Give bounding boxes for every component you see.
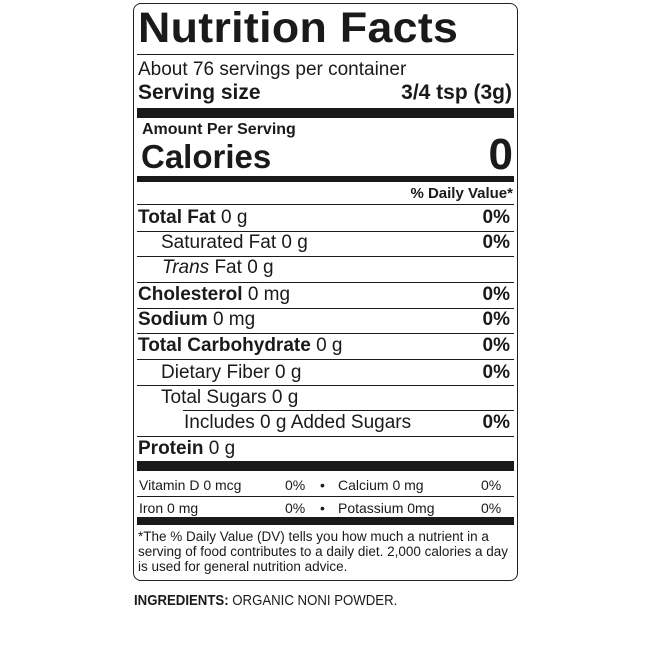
potassium-dv: 0%	[481, 500, 502, 516]
iron: Iron 0 mg	[139, 500, 199, 516]
nutrient-row-added-sugars: Includes 0 g Added Sugars 0%	[184, 412, 510, 434]
nutrient-row-sodium: Sodium 0 mg 0%	[138, 309, 510, 331]
nutrient-name: Cholesterol	[138, 284, 243, 305]
divider	[137, 436, 514, 437]
nutrient-row-total-fat: Total Fat 0 g 0%	[138, 207, 510, 229]
divider	[137, 496, 514, 497]
thick-divider	[137, 517, 514, 525]
servings-per-container: About 76 servings per container	[138, 59, 407, 80]
nutrition-label-box	[133, 3, 518, 581]
nutrient-dv: 0%	[482, 207, 510, 228]
nutrient-name: Includes 0 g Added Sugars	[184, 412, 412, 433]
divider	[137, 359, 514, 360]
serving-size-label: Serving size	[138, 81, 261, 104]
calories-label: Calories	[141, 138, 272, 175]
nutrient-row-protein: Protein 0 g	[138, 438, 510, 460]
nutrient-amount: 0 g	[281, 232, 308, 253]
nutrient-row-total-sugars: Total Sugars 0 g	[161, 387, 510, 409]
divider	[137, 204, 514, 205]
nutrient-dv: 0%	[482, 309, 510, 330]
nutrient-dv: 0%	[482, 362, 510, 383]
label-title: Nutrition Facts	[138, 4, 459, 52]
nutrient-row-trans-fat: Trans Fat 0 g	[162, 257, 510, 279]
calcium: Calcium 0 mg	[338, 477, 424, 493]
divider	[137, 54, 514, 55]
nutrient-row-dietary-fiber: Dietary Fiber 0 g 0%	[161, 362, 510, 384]
iron-dv: 0%	[285, 500, 306, 516]
divider	[137, 256, 514, 257]
nutrient-dv: 0%	[482, 232, 510, 253]
ingredients-text: ORGANIC NONI POWDER.	[228, 592, 398, 609]
thick-divider	[137, 176, 514, 182]
nutrient-dv: 0%	[482, 412, 510, 433]
nutrient-row-saturated-fat: Saturated Fat 0 g 0%	[161, 232, 510, 254]
nutrient-amount: 0 g	[208, 438, 236, 459]
nutrient-name: Total Fat	[138, 207, 216, 228]
nutrient-amount: 0 g	[316, 335, 343, 356]
thick-divider	[137, 108, 514, 118]
divider	[137, 385, 514, 386]
nutrient-name: Saturated Fat	[161, 232, 277, 253]
divider	[137, 282, 514, 283]
nutrient-row-total-carbohydrate: Total Carbohydrate 0 g 0%	[138, 335, 510, 357]
divider	[137, 308, 514, 309]
divider	[137, 333, 514, 334]
ingredients-label: INGREDIENTS:	[134, 592, 229, 609]
amount-per-serving: Amount Per Serving	[142, 121, 296, 138]
nutrient-name-suffix: Fat	[214, 257, 242, 278]
nutrient-name: Total Carbohydrate	[138, 335, 311, 356]
calcium-dv: 0%	[481, 477, 502, 493]
nutrient-amount: 0 g	[247, 257, 274, 278]
nutrient-name: Trans	[162, 257, 210, 278]
serving-size-value: 3/4 tsp (3g)	[401, 81, 512, 104]
nutrient-dv: 0%	[482, 284, 510, 305]
bullet: •	[320, 500, 325, 516]
nutrient-name: Total Sugars	[161, 387, 267, 408]
nutrient-name: Protein	[138, 438, 204, 459]
nutrient-amount: 0 g	[221, 207, 248, 228]
vitamin-d-dv: 0%	[285, 477, 306, 493]
nutrient-amount: 0 g	[271, 387, 299, 408]
ingredients: INGREDIENTS: ORGANIC NONI POWDER.	[134, 592, 397, 609]
divider	[137, 231, 514, 232]
calories-value: 0	[488, 130, 513, 179]
nutrient-name: Sodium	[138, 309, 208, 330]
nutrient-dv: 0%	[482, 335, 510, 356]
daily-value-header: % Daily Value*	[410, 185, 513, 202]
nutrient-name: Dietary Fiber	[161, 362, 270, 383]
divider	[183, 410, 514, 411]
thick-divider	[137, 461, 514, 471]
daily-value-footnote: *The % Daily Value (DV) tells you how mu…	[138, 529, 508, 574]
nutrient-row-cholesterol: Cholesterol 0 mg 0%	[138, 284, 510, 306]
nutrient-amount: 0 mg	[212, 309, 256, 330]
nutrient-amount: 0 mg	[247, 284, 291, 305]
potassium: Potassium 0mg	[338, 500, 435, 516]
vitamin-d: Vitamin D 0 mcg	[139, 477, 242, 493]
bullet: •	[320, 477, 325, 493]
nutrient-amount: 0 g	[275, 362, 302, 383]
